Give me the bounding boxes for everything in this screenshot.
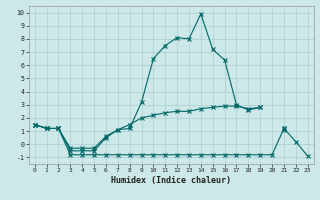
X-axis label: Humidex (Indice chaleur): Humidex (Indice chaleur) <box>111 176 231 185</box>
